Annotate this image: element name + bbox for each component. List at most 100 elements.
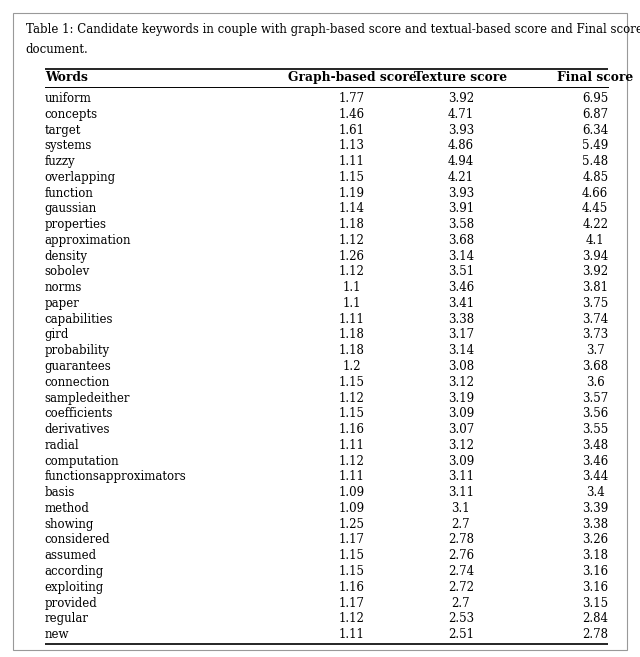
Text: 3.91: 3.91 (448, 202, 474, 215)
Text: 2.53: 2.53 (448, 612, 474, 625)
Text: 3.09: 3.09 (447, 455, 474, 468)
Text: 4.21: 4.21 (448, 171, 474, 184)
Text: 3.68: 3.68 (582, 360, 608, 373)
Text: radial: radial (45, 439, 79, 452)
Text: gird: gird (45, 328, 69, 342)
Text: 2.72: 2.72 (448, 581, 474, 594)
Text: provided: provided (45, 597, 97, 610)
Text: 1.46: 1.46 (339, 108, 365, 121)
Text: systems: systems (45, 139, 92, 152)
Text: 3.1: 3.1 (451, 502, 470, 515)
Text: 1.18: 1.18 (339, 328, 365, 342)
Text: overlapping: overlapping (45, 171, 116, 184)
Text: 1.09: 1.09 (339, 502, 365, 515)
Text: Final score: Final score (557, 71, 634, 84)
Text: 1.14: 1.14 (339, 202, 365, 215)
Text: 5.49: 5.49 (582, 139, 609, 152)
Text: 1.17: 1.17 (339, 533, 365, 547)
Text: uniform: uniform (45, 92, 92, 105)
Text: 3.74: 3.74 (582, 313, 609, 326)
Text: 2.78: 2.78 (582, 628, 608, 641)
Text: 1.11: 1.11 (339, 155, 365, 168)
Text: considered: considered (45, 533, 111, 547)
Text: 3.12: 3.12 (448, 376, 474, 389)
Text: 3.19: 3.19 (448, 392, 474, 405)
Text: 3.4: 3.4 (586, 486, 605, 499)
Text: 1.18: 1.18 (339, 344, 365, 357)
Text: 3.15: 3.15 (582, 597, 608, 610)
Text: 1.16: 1.16 (339, 423, 365, 436)
Text: 3.38: 3.38 (448, 313, 474, 326)
Text: exploiting: exploiting (45, 581, 104, 594)
Text: probability: probability (45, 344, 110, 357)
Text: 4.94: 4.94 (447, 155, 474, 168)
Text: 1.1: 1.1 (343, 281, 361, 294)
Text: 1.17: 1.17 (339, 597, 365, 610)
Text: 3.07: 3.07 (447, 423, 474, 436)
Text: functionsapproximators: functionsapproximators (45, 470, 186, 484)
Text: 1.25: 1.25 (339, 518, 365, 531)
Text: 3.94: 3.94 (582, 250, 609, 263)
Text: 4.85: 4.85 (582, 171, 608, 184)
Text: 3.57: 3.57 (582, 392, 609, 405)
Text: 1.11: 1.11 (339, 313, 365, 326)
Text: coefficients: coefficients (45, 407, 113, 420)
Text: 2.78: 2.78 (448, 533, 474, 547)
Text: 6.34: 6.34 (582, 124, 609, 137)
Text: 6.87: 6.87 (582, 108, 608, 121)
Text: 2.7: 2.7 (451, 597, 470, 610)
Text: 3.12: 3.12 (448, 439, 474, 452)
Text: 4.86: 4.86 (448, 139, 474, 152)
Text: 6.95: 6.95 (582, 92, 609, 105)
Text: density: density (45, 250, 88, 263)
Text: function: function (45, 187, 93, 200)
Text: derivatives: derivatives (45, 423, 110, 436)
Text: norms: norms (45, 281, 82, 294)
Text: 1.12: 1.12 (339, 392, 365, 405)
Text: 3.11: 3.11 (448, 470, 474, 484)
Text: connection: connection (45, 376, 110, 389)
Text: 1.09: 1.09 (339, 486, 365, 499)
Text: new: new (45, 628, 69, 641)
Text: 3.93: 3.93 (447, 124, 474, 137)
Text: 3.14: 3.14 (448, 250, 474, 263)
Text: gaussian: gaussian (45, 202, 97, 215)
Text: target: target (45, 124, 81, 137)
Text: 1.11: 1.11 (339, 470, 365, 484)
Text: 1.11: 1.11 (339, 439, 365, 452)
Text: 1.19: 1.19 (339, 187, 365, 200)
Text: 3.58: 3.58 (448, 218, 474, 231)
Text: computation: computation (45, 455, 120, 468)
Text: 1.1: 1.1 (343, 297, 361, 310)
Text: guarantees: guarantees (45, 360, 111, 373)
Text: 3.81: 3.81 (582, 281, 608, 294)
Text: 5.48: 5.48 (582, 155, 608, 168)
Text: 1.16: 1.16 (339, 581, 365, 594)
Text: 3.75: 3.75 (582, 297, 609, 310)
Text: 1.12: 1.12 (339, 612, 365, 625)
Text: Graph-based score: Graph-based score (287, 71, 417, 84)
Text: paper: paper (45, 297, 79, 310)
Text: 1.61: 1.61 (339, 124, 365, 137)
Text: 3.51: 3.51 (448, 265, 474, 279)
Text: 1.18: 1.18 (339, 218, 365, 231)
Text: 3.18: 3.18 (582, 549, 608, 562)
Text: 3.56: 3.56 (582, 407, 609, 420)
Text: Words: Words (45, 71, 88, 84)
Text: 3.09: 3.09 (447, 407, 474, 420)
Text: capabilities: capabilities (45, 313, 113, 326)
Text: 1.15: 1.15 (339, 407, 365, 420)
Text: 3.17: 3.17 (448, 328, 474, 342)
Text: 1.13: 1.13 (339, 139, 365, 152)
Text: 3.73: 3.73 (582, 328, 609, 342)
Text: Texture score: Texture score (414, 71, 508, 84)
Text: 3.7: 3.7 (586, 344, 605, 357)
Text: 1.12: 1.12 (339, 265, 365, 279)
Text: 3.41: 3.41 (448, 297, 474, 310)
Text: 4.1: 4.1 (586, 234, 605, 247)
Text: assumed: assumed (45, 549, 97, 562)
Text: 1.26: 1.26 (339, 250, 365, 263)
Text: 1.77: 1.77 (339, 92, 365, 105)
Text: 1.12: 1.12 (339, 455, 365, 468)
Text: 3.92: 3.92 (448, 92, 474, 105)
